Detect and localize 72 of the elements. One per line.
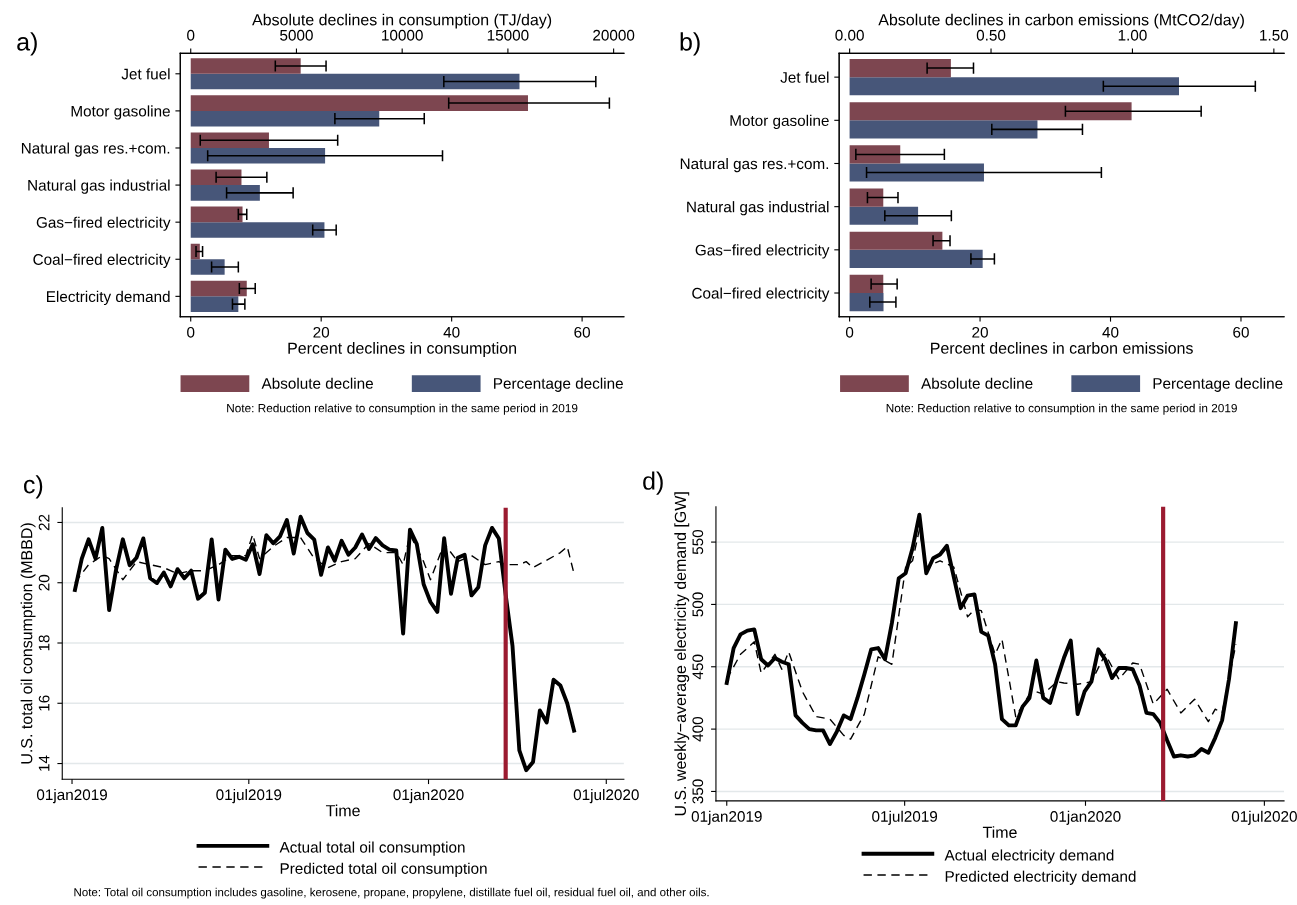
y-tick-label: Gas−fired electricity: [36, 216, 171, 231]
legend-label: Absolute decline: [921, 377, 1033, 389]
x2-tick-label: 20000: [593, 29, 635, 41]
legend-label: Percentage decline: [494, 377, 623, 392]
x2-tick-label: 1.50: [1260, 29, 1289, 41]
y-tick-label: Natural gas res.+com.: [21, 142, 170, 157]
y-tick-label: Gas−fired electricity: [695, 244, 830, 259]
x-tick-label: 01jul2019: [216, 788, 282, 804]
text: Note: Reduction relative to consumption in the same period in 2019: [227, 403, 578, 415]
legend-label: Actual total oil consumption: [279, 841, 465, 856]
text: Note: Reduction relative to consumption in the same period in 2019: [886, 403, 1237, 415]
x-axis-title: Percent declines in carbon emissions: [931, 342, 1193, 354]
x-tick-label: 0: [187, 326, 195, 338]
text: Note: Total oil consumption includes gasoline, kerosene, propane, propylene, distillate fuel oil, residual fuel oil, and other oils.: [74, 887, 709, 899]
x2-tick-label: 1.00: [1118, 29, 1147, 41]
chart-title: b): [680, 32, 700, 56]
y-tick-label: Motor gasoline: [730, 114, 829, 130]
y-axis-title: U.S. total oil consumption (MBBD): [20, 523, 36, 764]
x2-tick-label: 15000: [487, 29, 529, 41]
x-tick-label: 01jan2019: [36, 788, 107, 804]
x-tick-label: 40: [1102, 326, 1119, 338]
x-axis-title: Percent declines in consumption: [288, 342, 517, 357]
legend-label: Predicted electricity demand: [945, 870, 1136, 885]
y-tick-label: 500: [692, 592, 704, 617]
line-series: [73, 514, 576, 773]
y-tick-label: 22: [38, 514, 50, 531]
x-tick-label: 01jan2019: [691, 810, 762, 825]
x2-tick-label: 0.50: [976, 29, 1006, 41]
x-tick-label: 01jan2020: [393, 788, 464, 804]
x-tick-label: 01jan2020: [1050, 810, 1121, 825]
x-axis-title: Time: [982, 826, 1017, 839]
x-tick-label: 40: [443, 326, 460, 338]
y-tick-label: 350: [692, 779, 704, 804]
y-tick-label: Jet fuel: [780, 71, 829, 83]
y-tick-label: 550: [692, 529, 704, 555]
y-tick-label: 20: [38, 574, 50, 591]
x2-tick-label: 0.00: [835, 29, 864, 41]
chart-title: c): [24, 475, 43, 499]
x-tick-label: 60: [1233, 326, 1249, 338]
y-tick-label: Motor gasoline: [71, 105, 170, 120]
legend-label: Predicted total oil consumption: [280, 862, 487, 877]
y-tick-label: 16: [38, 695, 50, 711]
x-axis-title: Time: [325, 804, 360, 817]
x2-axis-title: Absolute declines in consumption (TJ/day): [252, 13, 552, 29]
x-tick-label: 01jul2020: [573, 788, 639, 804]
y-tick-label: Natural gas industrial: [28, 179, 170, 194]
legend-label: Percentage decline: [1153, 377, 1283, 392]
y-tick-label: 400: [692, 716, 704, 742]
x2-axis-title: Absolute declines in carbon emissions (MtCO2/day): [878, 13, 1244, 29]
x2-tick-label: 5000: [280, 29, 313, 41]
y-tick-label: Electricity demand: [47, 290, 170, 306]
chart-title: a): [17, 32, 37, 56]
x-tick-label: 20: [313, 326, 330, 338]
y-tick-label: 450: [692, 654, 704, 680]
x-tick-label: 20: [972, 326, 988, 338]
y-tick-label: 18: [38, 635, 50, 651]
x-tick-label: 01jul2019: [872, 810, 938, 825]
legend-label: Actual electricity demand: [944, 849, 1114, 864]
x2-tick-label: 0: [187, 29, 195, 41]
y-tick-label: Coal−fired electricity: [692, 287, 830, 302]
chart-title: d): [643, 471, 663, 495]
y-tick-label: Natural gas industrial: [687, 201, 829, 216]
x-tick-label: 0: [845, 326, 854, 338]
y-tick-label: Natural gas res.+com.: [680, 157, 829, 173]
y-tick-label: 14: [38, 755, 50, 771]
y-tick-label: Jet fuel: [121, 68, 170, 80]
x-tick-label: 01jul2020: [1231, 810, 1297, 825]
x2-tick-label: 10000: [382, 29, 423, 41]
x-tick-label: 60: [574, 326, 591, 338]
legend-label: Absolute decline: [261, 377, 373, 389]
y-axis-title: U.S. weekly−average electricity demand [GW]: [674, 492, 690, 816]
y-tick-label: Coal−fired electricity: [33, 253, 171, 268]
